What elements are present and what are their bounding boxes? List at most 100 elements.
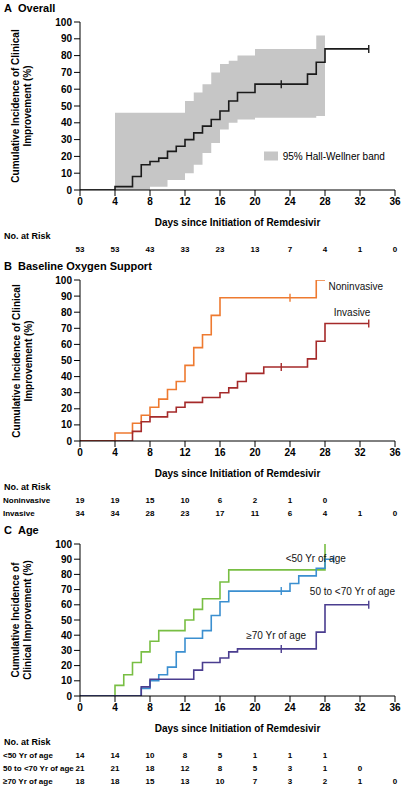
html-text:Cumulative Incidence of Clinic: Cumulative Incidence of Clinical Improve… [10,29,33,183]
html-text:10: 10 [180,496,190,505]
svg-text:4: 4 [112,702,118,713]
html-text:Invasive: Invasive [333,306,371,318]
svg-text:100: 100 [55,17,72,28]
svg-text:24: 24 [284,196,296,207]
svg-text:70: 70 [61,323,73,334]
svg-text:0: 0 [77,447,83,458]
svg-text:8: 8 [147,702,153,713]
html-text:Overall: Overall [18,2,56,14]
html-text:Baseline Oxygen Support: Baseline Oxygen Support [18,260,152,272]
html-text:<50 Yr of age: <50 Yr of age [285,552,346,564]
html-text:Cumulative Incidence of Clinic: Cumulative Incidence of Clinical Improve… [10,283,33,438]
svg-text:8: 8 [147,196,153,207]
html-text:34: 34 [75,509,85,518]
html-text:19: 19 [110,496,120,505]
svg-text:12: 12 [179,702,191,713]
svg-text:32: 32 [354,196,366,207]
html-text:Age: Age [18,524,39,536]
svg-text:24: 24 [284,447,296,458]
svg-text:8: 8 [147,447,153,458]
html-text:15: 15 [145,496,155,505]
svg-text:24: 24 [284,702,296,713]
html-text:Invasive: Invasive [3,509,35,518]
svg-text:70: 70 [61,584,73,595]
svg-text:60: 60 [61,84,73,95]
svg-text:40: 40 [61,117,73,128]
html-text:28: 28 [145,509,155,518]
svg-text:90: 90 [61,291,73,302]
svg-text:0: 0 [66,691,72,702]
svg-text:28: 28 [319,196,331,207]
html-text:No. at Risk: No. at Risk [4,482,51,492]
svg-text:80: 80 [61,307,73,318]
html-text:23: 23 [180,509,190,518]
svg-text:20: 20 [61,660,73,671]
svg-text:36: 36 [389,196,395,207]
svg-text:30: 30 [61,645,73,656]
svg-text:80: 80 [61,50,73,61]
svg-text:32: 32 [354,702,366,713]
html-text:50 to <70 Yr of age: 50 to <70 Yr of age [309,585,395,597]
svg-text:0: 0 [77,702,83,713]
html-text:Noninvasive: Noninvasive [328,280,383,292]
html-text:No. at Risk: No. at Risk [4,737,51,747]
svg-text:32: 32 [354,447,366,458]
html-text:34: 34 [110,509,120,518]
svg-text:70: 70 [61,67,73,78]
svg-text:10: 10 [61,675,73,686]
svg-text:90: 90 [61,554,73,565]
svg-text:100: 100 [55,275,72,286]
html-text:43: 43 [145,245,155,254]
html-text:11: 11 [250,509,260,518]
svg-text:20: 20 [249,702,261,713]
html-text:Cumulative Incidence of Clinic: Cumulative Incidence of Clinical Improve… [10,560,33,680]
svg-text:20: 20 [249,447,261,458]
html-text:17: 17 [215,509,225,518]
svg-text:90: 90 [61,33,73,44]
svg-text:50: 50 [61,615,73,626]
svg-text:28: 28 [319,447,331,458]
svg-text:40: 40 [61,371,73,382]
svg-text:50: 50 [61,355,73,366]
svg-text:4: 4 [112,447,118,458]
svg-text:50: 50 [61,101,73,112]
html-text:23: 23 [215,245,225,254]
svg-text:10: 10 [61,168,73,179]
svg-text:4: 4 [112,196,118,207]
svg-text:10: 10 [61,419,73,430]
html-text:Noninvasive: Noninvasive [3,496,51,505]
svg-text:12: 12 [179,447,191,458]
svg-text:Days since Initiation of Remde: Days since Initiation of Remdesivir [155,723,321,734]
svg-text:16: 16 [214,196,226,207]
svg-text:Days since Initiation of Remde: Days since Initiation of Remdesivir [155,217,321,228]
svg-text:60: 60 [61,599,73,610]
svg-text:30: 30 [61,134,73,145]
svg-text:Days since Initiation of Remde: Days since Initiation of Remdesivir [155,468,321,479]
svg-text:36: 36 [389,447,395,458]
html-text:19: 19 [75,496,85,505]
svg-text:100: 100 [55,539,72,550]
html-text:≥70 Yr of age: ≥70 Yr of age [246,629,306,641]
svg-text:80: 80 [61,569,73,580]
svg-text:40: 40 [61,630,73,641]
svg-text:20: 20 [61,403,73,414]
svg-text:20: 20 [249,196,261,207]
html-text:53: 53 [110,245,120,254]
svg-text:20: 20 [61,151,73,162]
svg-text:12: 12 [179,196,191,207]
svg-text:28: 28 [319,702,331,713]
svg-text:0: 0 [66,185,72,196]
html-text:No. at Risk: No. at Risk [4,231,51,241]
svg-text:60: 60 [61,339,73,350]
html-text:53: 53 [75,245,85,254]
svg-text:0: 0 [77,196,83,207]
html-text:95% Hall-Wellner band: 95% Hall-Wellner band [282,150,385,162]
svg-text:16: 16 [214,447,226,458]
svg-text:16: 16 [214,702,226,713]
html-text:<50 Yr of age: <50 Yr of age [3,751,53,760]
svg-text:30: 30 [61,387,73,398]
html-text:33: 33 [180,245,190,254]
svg-text:0: 0 [66,436,72,447]
svg-text:36: 36 [389,702,395,713]
html-text:13: 13 [250,245,260,254]
